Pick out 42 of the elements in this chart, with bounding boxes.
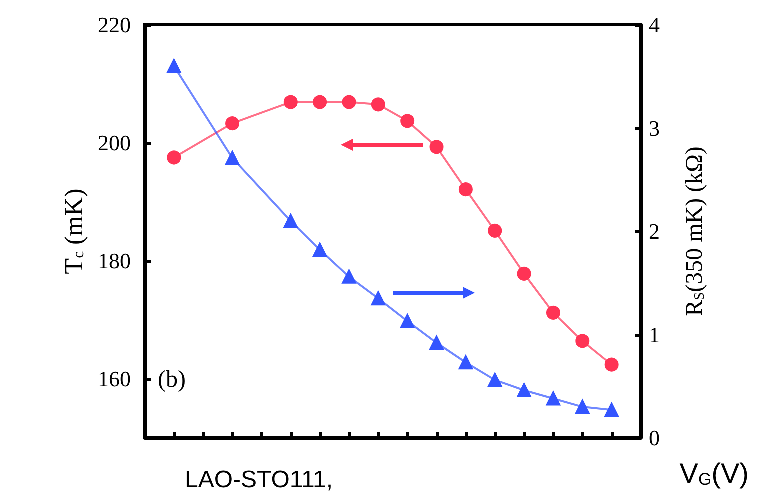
point [488, 224, 502, 238]
point [400, 314, 415, 328]
point [284, 214, 298, 228]
point [371, 98, 386, 112]
point [576, 400, 590, 414]
y-axis-title: Tc (mK) [59, 188, 88, 274]
point [458, 356, 473, 370]
point [430, 336, 444, 350]
y2-tick-label: 4 [649, 12, 660, 38]
y-tick-label: 200 [98, 130, 131, 156]
point [517, 384, 532, 398]
y-tick-label: 160 [98, 366, 131, 392]
point [458, 182, 473, 197]
point [167, 150, 182, 165]
y2-axis-title: RS(350 mK) (kΩ) [682, 146, 708, 316]
point [488, 373, 502, 388]
y2-tick-label: 2 [649, 219, 660, 244]
y-tick-label: 220 [98, 12, 131, 38]
point [342, 95, 356, 110]
y2-tick-label: 3 [649, 116, 660, 141]
point [604, 403, 619, 418]
point [517, 266, 532, 281]
point [604, 358, 619, 372]
point [313, 243, 328, 258]
point [226, 116, 240, 131]
point [226, 151, 240, 166]
point [313, 95, 328, 110]
point [167, 59, 182, 74]
y2-tick-label: 1 [649, 322, 660, 348]
point [546, 306, 560, 320]
x-axis-title: VG(V) [680, 458, 750, 489]
text: LAO-STO111, [185, 466, 334, 494]
point [400, 114, 415, 128]
point [430, 140, 444, 154]
point [284, 95, 298, 110]
point [576, 334, 590, 348]
annotation: (b) [158, 367, 186, 393]
y2-tick-label: 0 [649, 426, 660, 450]
point [371, 292, 386, 306]
point [546, 392, 560, 406]
point [342, 270, 356, 284]
y-tick-label: 180 [98, 248, 131, 274]
